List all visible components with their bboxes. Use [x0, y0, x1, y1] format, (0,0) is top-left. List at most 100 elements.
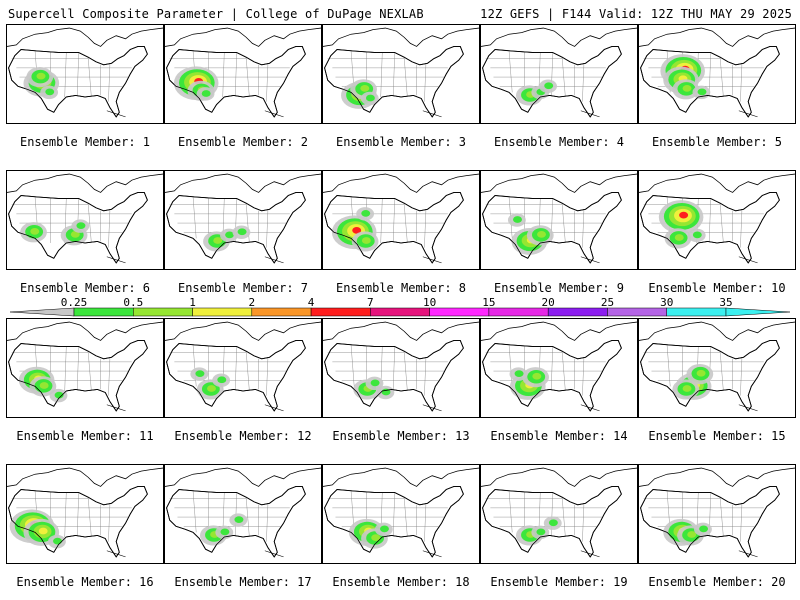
member-caption: Ensemble Member: 6 — [19, 281, 151, 295]
member-caption: Ensemble Member: 2 — [177, 135, 309, 149]
scp-contour-area — [20, 222, 47, 243]
us-map-outline — [323, 467, 479, 558]
map-title: Supercell Composite Parameter | College … — [8, 7, 424, 21]
member-caption: Ensemble Member: 16 — [16, 575, 154, 589]
run-valid-time: 12Z GEFS | F144 Valid: 12Z THU MAY 29 20… — [480, 7, 792, 21]
legend-color-bin — [547, 307, 608, 317]
legend-tick-label: 35 — [719, 296, 732, 309]
scp-contour-area — [543, 516, 562, 530]
legend-tick-label: 30 — [660, 296, 673, 309]
legend-color-bin — [192, 307, 253, 317]
legend-tick-label: 2 — [249, 296, 256, 309]
scp-contour-area — [694, 522, 712, 537]
us-map-outline — [7, 467, 163, 558]
member-map-7 — [164, 170, 322, 270]
member-caption: Ensemble Member: 14 — [490, 429, 628, 443]
scp-contour-area — [672, 79, 700, 100]
us-map-outline — [165, 321, 321, 412]
us-map-outline — [7, 173, 163, 264]
us-map-outline — [7, 321, 163, 412]
member-map-15 — [638, 318, 796, 418]
member-caption: Ensemble Member: 5 — [651, 135, 783, 149]
scp-contour-area — [40, 85, 59, 100]
member-map-8 — [322, 170, 480, 270]
us-map-outline — [165, 173, 321, 264]
member-caption: Ensemble Member: 19 — [490, 575, 628, 589]
member-map-17 — [164, 464, 322, 564]
scp-contour-area — [672, 379, 700, 400]
us-map-outline — [639, 27, 795, 118]
member-map-1 — [6, 24, 164, 124]
scp-contour-area — [26, 66, 54, 88]
legend-tick-label: 1 — [189, 296, 196, 309]
member-map-11 — [6, 318, 164, 418]
scp-contour-area — [507, 213, 526, 227]
member-caption: Ensemble Member: 12 — [174, 429, 312, 443]
scp-contour-area — [196, 87, 215, 101]
member-map-16 — [6, 464, 164, 564]
us-map-outline — [481, 467, 637, 558]
scp-contour-area — [374, 522, 393, 537]
member-caption: Ensemble Member: 10 — [648, 281, 786, 295]
scp-contour-area — [29, 376, 57, 397]
us-map-outline — [323, 173, 479, 264]
member-map-13 — [322, 318, 480, 418]
legend-tick-label: 25 — [601, 296, 614, 309]
legend-tick-label: 15 — [482, 296, 495, 309]
member-caption: Ensemble Member: 8 — [335, 281, 467, 295]
member-map-2 — [164, 24, 322, 124]
us-map-outline — [481, 27, 637, 118]
member-map-6 — [6, 170, 164, 270]
scp-contour-area — [212, 373, 231, 387]
legend-tick-label: 0.25 — [61, 296, 88, 309]
member-map-14 — [480, 318, 638, 418]
scp-contour-area — [526, 225, 554, 246]
scp-contour-area — [232, 225, 251, 239]
member-map-20 — [638, 464, 796, 564]
member-map-5 — [638, 24, 796, 124]
us-map-outline — [165, 27, 321, 118]
legend-left-arrow — [9, 307, 75, 317]
scp-contour-area — [229, 513, 248, 527]
legend-tick-label: 20 — [542, 296, 555, 309]
member-map-4 — [480, 24, 638, 124]
scp-contour-area — [539, 79, 558, 93]
legend-tick-label: 4 — [308, 296, 315, 309]
us-map-outline — [639, 173, 795, 264]
scp-contour-area — [531, 525, 550, 540]
legend-tick-label: 7 — [367, 296, 374, 309]
us-map-outline — [639, 321, 795, 412]
legend-color-bin — [73, 307, 134, 317]
legend-tick-label: 0.5 — [123, 296, 143, 309]
member-caption: Ensemble Member: 11 — [16, 429, 154, 443]
color-scale-legend: 0.25 0.5 1 2 4 7 10 15 20 25 30 35 — [9, 296, 791, 317]
scp-contour-area — [356, 207, 375, 221]
legend-color-bin — [429, 307, 490, 317]
scp-contour-area — [49, 388, 68, 403]
legend-color-bin — [488, 307, 549, 317]
scp-contour-area — [692, 85, 711, 100]
us-map-outline — [323, 321, 479, 412]
legend-color-bin — [607, 307, 667, 317]
scp-contour-area — [360, 91, 379, 106]
member-map-18 — [322, 464, 480, 564]
scp-contour-area — [351, 231, 379, 252]
member-caption: Ensemble Member: 17 — [174, 575, 312, 589]
us-map-outline — [7, 27, 163, 118]
scp-contour-area — [522, 367, 549, 388]
legend-color-bin — [666, 307, 727, 317]
us-map-outline — [165, 467, 321, 558]
us-map-outline — [323, 27, 479, 118]
scp-contour-area — [190, 367, 209, 381]
member-caption: Ensemble Member: 7 — [177, 281, 309, 295]
member-caption: Ensemble Member: 15 — [648, 429, 786, 443]
legend-tick-label: 10 — [423, 296, 436, 309]
scp-contour-area — [376, 385, 395, 400]
member-caption: Ensemble Member: 18 — [332, 575, 470, 589]
member-caption: Ensemble Member: 20 — [648, 575, 786, 589]
us-map-outline — [639, 467, 795, 558]
us-map-outline — [481, 173, 637, 264]
member-map-10 — [638, 170, 796, 270]
member-caption: Ensemble Member: 13 — [332, 429, 470, 443]
member-caption: Ensemble Member: 9 — [493, 281, 625, 295]
